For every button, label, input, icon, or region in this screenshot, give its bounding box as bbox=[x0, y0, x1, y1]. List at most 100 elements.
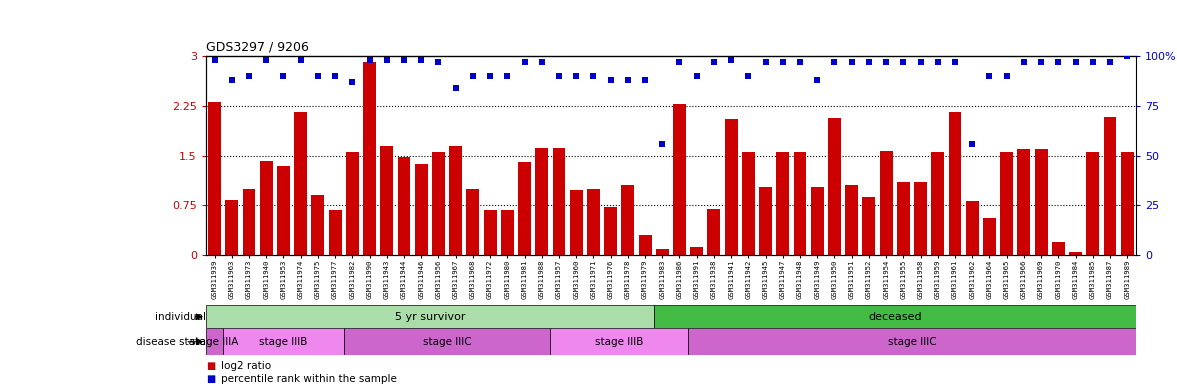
Bar bbox=[587, 189, 600, 255]
Bar bbox=[206, 305, 653, 328]
Bar bbox=[759, 187, 772, 255]
Point bbox=[1015, 59, 1033, 65]
Bar bbox=[1052, 242, 1065, 255]
Text: log2 ratio: log2 ratio bbox=[221, 361, 272, 371]
Bar bbox=[707, 209, 720, 255]
Text: percentile rank within the sample: percentile rank within the sample bbox=[221, 374, 397, 384]
Point bbox=[257, 56, 275, 63]
Text: stage IIIA: stage IIIA bbox=[191, 337, 239, 347]
Bar bbox=[639, 235, 652, 255]
Point bbox=[653, 141, 672, 147]
Bar bbox=[604, 207, 617, 255]
Bar bbox=[344, 328, 551, 355]
Bar bbox=[536, 147, 548, 255]
Bar bbox=[450, 146, 463, 255]
Point bbox=[1083, 59, 1102, 65]
Bar bbox=[673, 104, 686, 255]
Point bbox=[807, 76, 826, 83]
Point bbox=[601, 76, 620, 83]
Point bbox=[394, 56, 413, 63]
Point bbox=[997, 73, 1016, 79]
Bar bbox=[949, 112, 962, 255]
Point bbox=[274, 73, 293, 79]
Text: stage IIIC: stage IIIC bbox=[887, 337, 936, 347]
Point bbox=[464, 73, 483, 79]
Point bbox=[205, 56, 224, 63]
Bar bbox=[879, 151, 892, 255]
Bar bbox=[725, 119, 738, 255]
Point bbox=[825, 59, 844, 65]
Bar bbox=[863, 197, 876, 255]
Bar bbox=[1069, 252, 1082, 255]
Bar bbox=[1104, 117, 1117, 255]
Bar bbox=[294, 112, 307, 255]
Point bbox=[532, 59, 551, 65]
Bar bbox=[208, 102, 221, 255]
Point bbox=[911, 59, 930, 65]
Point bbox=[446, 84, 465, 91]
Point bbox=[980, 73, 999, 79]
Bar bbox=[827, 118, 840, 255]
Text: disease state: disease state bbox=[137, 337, 206, 347]
Bar bbox=[931, 152, 944, 255]
Bar bbox=[777, 152, 790, 255]
Point bbox=[291, 56, 310, 63]
Point bbox=[343, 79, 361, 85]
Text: GDS3297 / 9206: GDS3297 / 9206 bbox=[206, 40, 308, 53]
Bar bbox=[346, 152, 359, 255]
Point bbox=[945, 59, 964, 65]
Point bbox=[378, 56, 397, 63]
Point bbox=[963, 141, 982, 147]
Bar bbox=[656, 249, 669, 255]
Bar bbox=[414, 164, 427, 255]
Bar bbox=[742, 152, 754, 255]
Point bbox=[859, 59, 878, 65]
Point bbox=[360, 56, 379, 63]
Bar bbox=[966, 201, 979, 255]
Text: stage IIIB: stage IIIB bbox=[596, 337, 644, 347]
Point bbox=[1100, 59, 1119, 65]
Bar bbox=[915, 182, 927, 255]
Bar bbox=[277, 166, 290, 255]
Bar bbox=[328, 210, 341, 255]
Point bbox=[567, 73, 586, 79]
Bar bbox=[1017, 149, 1030, 255]
Point bbox=[877, 59, 896, 65]
Bar bbox=[570, 190, 583, 255]
Bar bbox=[1035, 149, 1048, 255]
Bar bbox=[793, 152, 806, 255]
Bar bbox=[551, 328, 689, 355]
Bar bbox=[1121, 152, 1133, 255]
Bar bbox=[501, 210, 514, 255]
Text: ■: ■ bbox=[206, 361, 215, 371]
Point bbox=[705, 59, 724, 65]
Point bbox=[670, 59, 689, 65]
Point bbox=[756, 59, 774, 65]
Point bbox=[618, 76, 637, 83]
Bar bbox=[484, 210, 497, 255]
Bar bbox=[983, 218, 996, 255]
Text: individual: individual bbox=[155, 312, 206, 322]
Text: deceased: deceased bbox=[867, 312, 922, 322]
Bar bbox=[224, 328, 344, 355]
Point bbox=[584, 73, 603, 79]
Point bbox=[326, 73, 345, 79]
Point bbox=[773, 59, 792, 65]
Point bbox=[722, 56, 740, 63]
Bar bbox=[466, 189, 479, 255]
Bar bbox=[690, 247, 703, 255]
Bar bbox=[897, 182, 910, 255]
Bar bbox=[260, 161, 273, 255]
Text: 5 yr survivor: 5 yr survivor bbox=[394, 312, 465, 322]
Bar bbox=[312, 195, 325, 255]
Point bbox=[1066, 59, 1085, 65]
Bar bbox=[653, 305, 1136, 328]
Bar bbox=[621, 185, 634, 255]
Point bbox=[687, 73, 706, 79]
Point bbox=[893, 59, 912, 65]
Point bbox=[550, 73, 568, 79]
Text: ■: ■ bbox=[206, 374, 215, 384]
Bar bbox=[1086, 152, 1099, 255]
Bar bbox=[225, 200, 238, 255]
Bar bbox=[206, 328, 224, 355]
